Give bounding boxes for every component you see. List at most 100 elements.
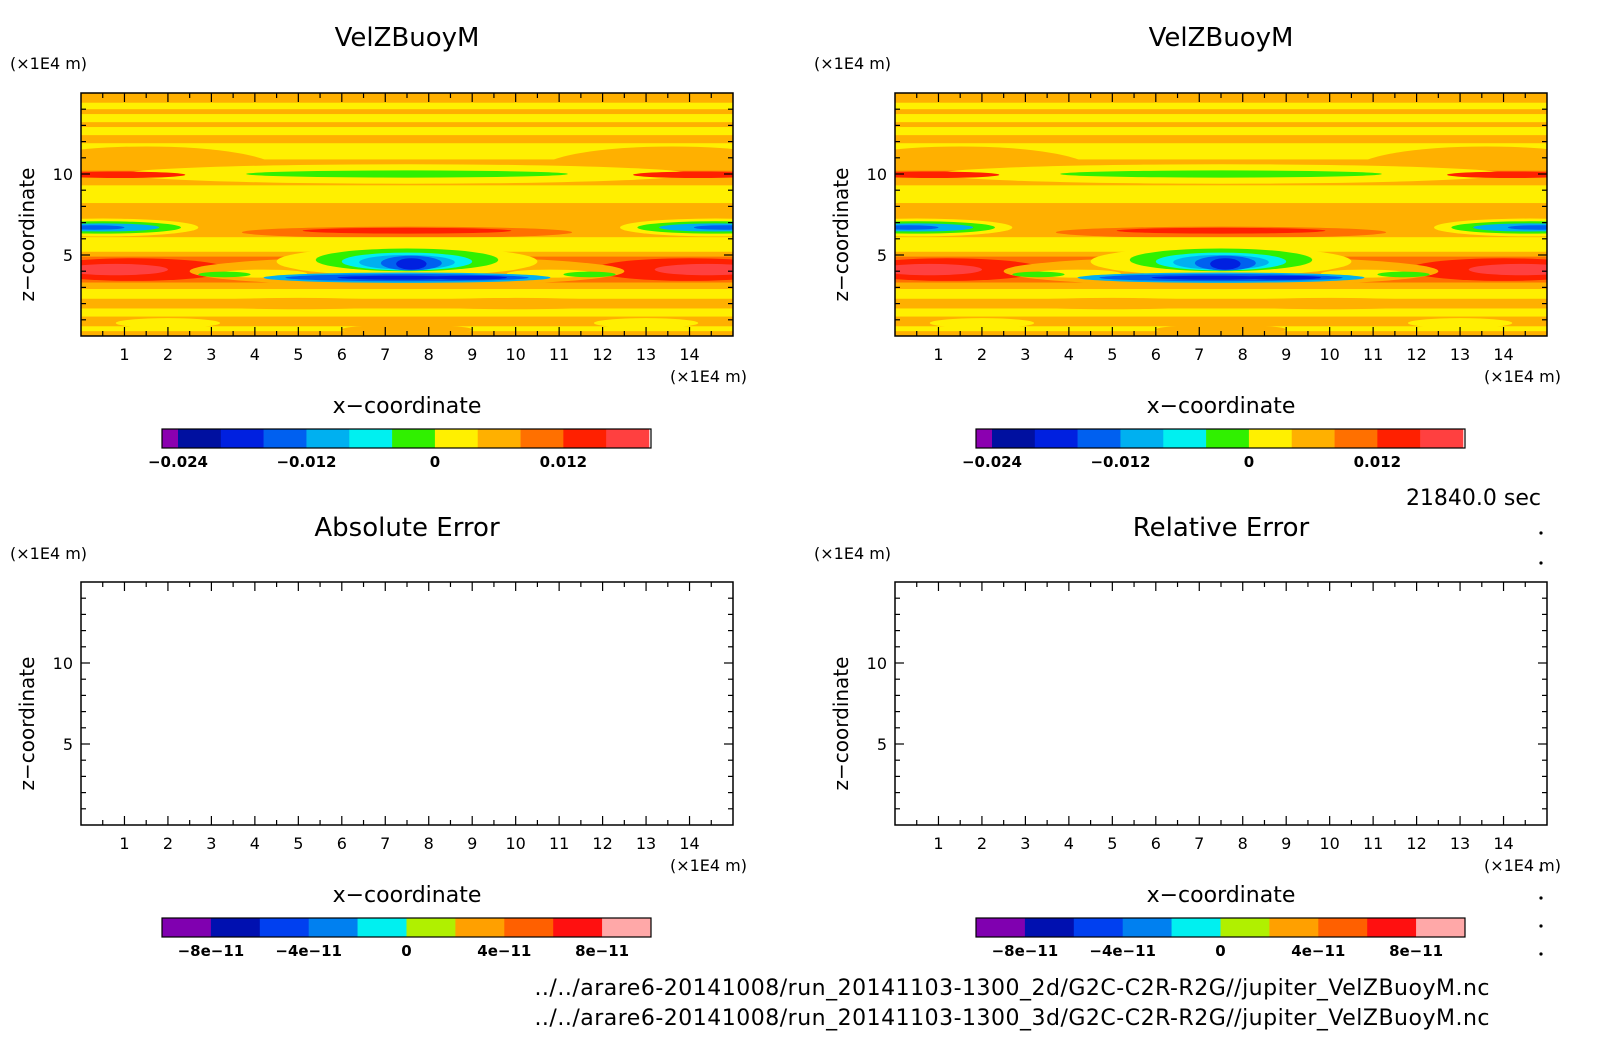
x-tick-label: 7 <box>380 345 390 364</box>
x-tick-label: 1 <box>119 834 129 853</box>
x-tick-label: 2 <box>977 345 987 364</box>
band-yellow-8 <box>895 185 1547 204</box>
colorbar-segment <box>1163 429 1207 448</box>
x-tick-label: 10 <box>1319 834 1339 853</box>
red-right-10 <box>1447 171 1547 179</box>
colorbar-segment <box>1171 918 1221 937</box>
bottom-orange-right <box>1221 297 1439 310</box>
red-center-6 <box>1116 227 1326 234</box>
x-tick-label: 13 <box>1450 345 1470 364</box>
x-tick-label: 2 <box>977 834 987 853</box>
x-unit-label: (×1E4 m) <box>670 367 747 386</box>
colorbar-label: 0 <box>430 453 440 471</box>
colorbar-segment <box>1334 429 1378 448</box>
bottom-orange-right <box>407 297 625 310</box>
colorbar: −0.024 −0.012 0 0.012 <box>962 428 1466 471</box>
red-left-10 <box>81 171 186 179</box>
x-tick-label: 7 <box>1194 345 1204 364</box>
x-axis-label: x−coordinate <box>333 394 482 419</box>
colorbar-label: −0.024 <box>148 453 208 471</box>
colorbar-label: −8e−11 <box>992 942 1059 960</box>
x-tick-label: 11 <box>549 834 569 853</box>
green-fleck-right <box>1377 271 1430 278</box>
panel-3: Absolute Error(×1E4 m)1 2 3 4 5 6 7 8 9 10 11 12 13 1… <box>10 513 747 960</box>
footer-file-line-1: ../../arare6-20141008/run_20141103-1300_… <box>534 976 1490 1001</box>
y-unit-label: (×1E4 m) <box>10 54 87 73</box>
colorbar-frame <box>161 917 652 938</box>
colorbar-segment <box>976 918 1026 937</box>
colorbar-label: 4e−11 <box>477 942 531 960</box>
colorbar-label: −0.012 <box>276 453 336 471</box>
colorbar-segment <box>1120 429 1164 448</box>
colorbar-segment <box>1073 918 1123 937</box>
colorbar-segment <box>455 918 505 937</box>
colorbar-segment <box>606 429 650 448</box>
green-fleck-right <box>563 271 616 278</box>
x-tick-label: 10 <box>505 345 525 364</box>
x-tick-label: 12 <box>1406 834 1426 853</box>
x-tick-label: 2 <box>163 345 173 364</box>
y-tick-label: 5 <box>63 735 73 754</box>
panel-title: VelZBuoyM <box>1149 23 1294 53</box>
base-darkblue-right <box>1242 275 1321 280</box>
lens-right-blue <box>693 225 733 230</box>
x-tick-label: 5 <box>1107 834 1117 853</box>
y-axis-label: z−coordinate <box>15 657 39 791</box>
colorbar-label: −4e−11 <box>275 942 342 960</box>
x-tick-label: 14 <box>1493 345 1513 364</box>
x-tick-label: 5 <box>293 834 303 853</box>
colorbar: −0.024 −0.012 0 0.012 <box>148 428 652 471</box>
colorbar-segment <box>263 429 307 448</box>
panel-4: Relative Error(×1E4 m)1 2 3 4 5 6 7 8 9 10 11 12 13 1… <box>814 513 1561 960</box>
x-tick-label: 12 <box>592 345 612 364</box>
x-unit-label: (×1E4 m) <box>670 856 747 875</box>
x-tick-label: 5 <box>1107 345 1117 364</box>
base-darkblue-left <box>1151 275 1274 280</box>
x-unit-label: (×1E4 m) <box>1484 367 1561 386</box>
panel-title: Absolute Error <box>314 513 500 543</box>
x-tick-label: 7 <box>380 834 390 853</box>
band-bottom-yellow-2 <box>81 308 733 317</box>
red-right-10 <box>633 171 733 179</box>
x-tick-label: 12 <box>592 834 612 853</box>
band-yellow-55 <box>895 237 1547 252</box>
x-tick-label: 4 <box>250 834 260 853</box>
y-axis-label: z−coordinate <box>15 168 39 302</box>
colorbar-label: 0 <box>401 942 411 960</box>
colorbar-segment <box>1034 429 1078 448</box>
base-darkblue-left <box>337 275 460 280</box>
contour-field <box>81 93 733 336</box>
y-tick-label: 10 <box>53 654 73 673</box>
x-tick-label: 3 <box>206 345 216 364</box>
colorbar-segment <box>1220 918 1270 937</box>
colorbar-segment <box>1416 918 1466 937</box>
bottom-yellow-right <box>1407 318 1513 328</box>
x-tick-label: 10 <box>1319 345 1339 364</box>
stray-dots <box>1539 531 1543 956</box>
band-top-orange-3 <box>895 135 1547 144</box>
panel-title: VelZBuoyM <box>335 23 480 53</box>
lower-lightred-left <box>895 263 982 276</box>
colorbar-segment <box>306 429 350 448</box>
contour-field <box>895 93 1547 336</box>
x-tick-label: 9 <box>467 345 477 364</box>
colorbar-frame <box>975 428 1466 449</box>
x-tick-label: 5 <box>293 345 303 364</box>
footer-file-line-2: ../../arare6-20141008/run_20141103-1300_… <box>534 1006 1490 1031</box>
colorbar-segment <box>1367 918 1417 937</box>
colorbar-segment <box>976 429 993 448</box>
colorbar-segment <box>1291 429 1335 448</box>
x-tick-label: 13 <box>636 345 656 364</box>
colorbar-segment <box>162 429 179 448</box>
red-center-6 <box>302 227 512 234</box>
lens-left-blue <box>81 225 125 230</box>
y-axis-label: z−coordinate <box>829 657 853 791</box>
x-tick-label: 3 <box>206 834 216 853</box>
colorbar-frame <box>975 917 1466 938</box>
y-tick-label: 5 <box>877 735 887 754</box>
y-unit-label: (×1E4 m) <box>814 544 891 563</box>
x-tick-label: 4 <box>1064 834 1074 853</box>
colorbar-segment <box>1077 429 1121 448</box>
band-top-orange-2 <box>895 122 1547 128</box>
x-tick-label: 14 <box>1493 834 1513 853</box>
